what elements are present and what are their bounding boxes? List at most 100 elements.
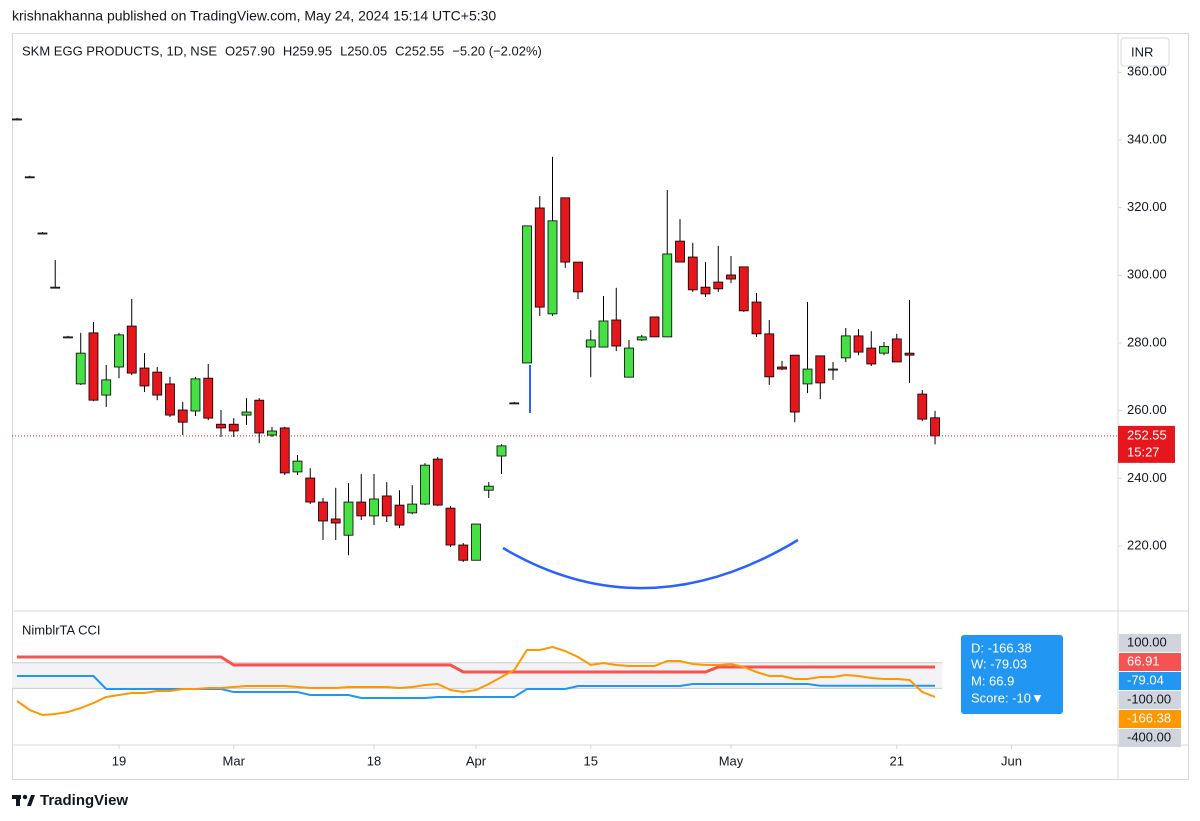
candle-body <box>343 501 354 536</box>
x-tick-label: 15 <box>584 753 598 768</box>
tooltip-box <box>961 635 1063 714</box>
axis-badge-label: 100.00 <box>1127 634 1167 649</box>
candle-body <box>114 334 124 368</box>
candle-body <box>37 232 48 235</box>
ohlc-label: C252.55 <box>395 43 444 58</box>
countdown-label: 15:27 <box>1127 444 1160 459</box>
candle-body <box>165 383 175 416</box>
cci-line <box>16 675 936 699</box>
candle-body <box>356 501 367 517</box>
axis-badge <box>1119 691 1181 709</box>
main-pane: 220.00 240.00 260.00 280.00 300.00 320.00 340.… <box>12 64 1175 768</box>
x-tick-label: 19 <box>112 753 126 768</box>
candle-body <box>12 118 22 121</box>
candle-body <box>675 240 685 263</box>
candle-body <box>407 503 418 514</box>
tooltip: D: -166.38 W: -79.03 M: 66.9 Score: -10▼ <box>961 635 1063 714</box>
candle-body <box>726 274 736 280</box>
ohlc-label: L250.05 <box>340 43 387 58</box>
candle-body <box>318 501 328 522</box>
axis-badge-label: 66.91 <box>1127 653 1160 668</box>
candle-body <box>866 347 877 365</box>
candle-body <box>228 423 239 432</box>
cci-line <box>16 645 936 717</box>
candle-body <box>75 352 86 385</box>
y-tick-label: 240.00 <box>1127 470 1167 485</box>
candle-body <box>802 368 813 385</box>
ohlc-label: −5.20 (−2.02%) <box>452 43 542 58</box>
candle-body <box>662 253 673 338</box>
candle-body <box>687 256 698 291</box>
candle-body <box>483 485 494 491</box>
candle-body <box>649 316 660 338</box>
candle-body <box>840 335 851 359</box>
candle-body <box>177 409 188 423</box>
axis-badge-label: -79.04 <box>1127 672 1164 687</box>
candle-body <box>369 498 379 517</box>
candle-body <box>88 332 99 401</box>
candle-body <box>101 379 112 396</box>
candle-body <box>254 399 265 434</box>
last-price-badge <box>1118 425 1175 463</box>
y-tick-label: 320.00 <box>1127 199 1167 214</box>
candle-body <box>496 445 507 457</box>
candle-body <box>585 339 596 348</box>
logo-shape <box>27 795 35 806</box>
tooltip-line: Score: -10▼ <box>971 690 1044 705</box>
candle-body <box>292 460 303 473</box>
candle-body <box>534 207 545 308</box>
tooltip-line: M: 66.9 <box>971 673 1014 688</box>
axis-badge <box>1119 653 1181 671</box>
candle-body <box>713 281 724 290</box>
axis-badge <box>1119 672 1181 690</box>
indicator-title: NimblrTA CCI <box>22 622 100 637</box>
candle-body <box>828 368 838 371</box>
ohlc-label: O257.90 <box>225 43 275 58</box>
cci-line <box>16 655 936 674</box>
candle-body <box>445 507 456 546</box>
candle-body <box>420 464 430 505</box>
candle-body <box>764 333 775 378</box>
x-tick-label: Mar <box>223 753 246 768</box>
candle-body <box>432 458 443 506</box>
candle-body <box>394 504 405 526</box>
candle-body <box>522 225 532 364</box>
candle-body <box>458 544 469 561</box>
candle-body <box>547 220 558 315</box>
axis-badge <box>1119 710 1181 728</box>
candle-body <box>50 286 61 289</box>
candle-body <box>203 377 214 419</box>
axis-badge <box>1119 634 1181 652</box>
candle-body <box>509 402 520 405</box>
indicator-pane: 100.00 66.91 -79.04 -100.00 -166.38 -400.00 <box>12 634 1181 747</box>
x-tick-label: May <box>719 753 744 768</box>
drawing-arc <box>502 538 799 590</box>
y-tick-label: 360.00 <box>1127 64 1167 79</box>
candle-body <box>152 371 163 396</box>
candle-body <box>917 393 928 420</box>
x-tick-label: Jun <box>1001 753 1022 768</box>
candle-body <box>879 345 889 354</box>
x-tick-label: 21 <box>890 753 904 768</box>
axis-badge-label: -400.00 <box>1127 729 1171 744</box>
legend: SKM EGG PRODUCTS, 1D, NSE O257.90 H259.95… <box>22 43 542 58</box>
candle-body <box>560 197 571 263</box>
x-tick-label: 18 <box>367 753 381 768</box>
x-tick-label: Apr <box>466 753 487 768</box>
logo-shape <box>16 795 20 806</box>
footer-logo: TradingView <box>12 792 128 809</box>
footer-brand: TradingView <box>40 792 128 809</box>
last-price-label: 252.55 <box>1127 427 1167 442</box>
candle-body <box>381 495 392 517</box>
chart-frame <box>12 33 1189 780</box>
candle-body <box>267 430 277 436</box>
candle-body <box>930 417 940 437</box>
currency-box[interactable] <box>1120 37 1170 67</box>
candle-body <box>241 411 252 416</box>
candle-body <box>904 352 915 356</box>
currency-label[interactable]: INR <box>1131 44 1153 59</box>
y-tick-label: 300.00 <box>1127 267 1167 282</box>
candle-body <box>624 347 634 378</box>
